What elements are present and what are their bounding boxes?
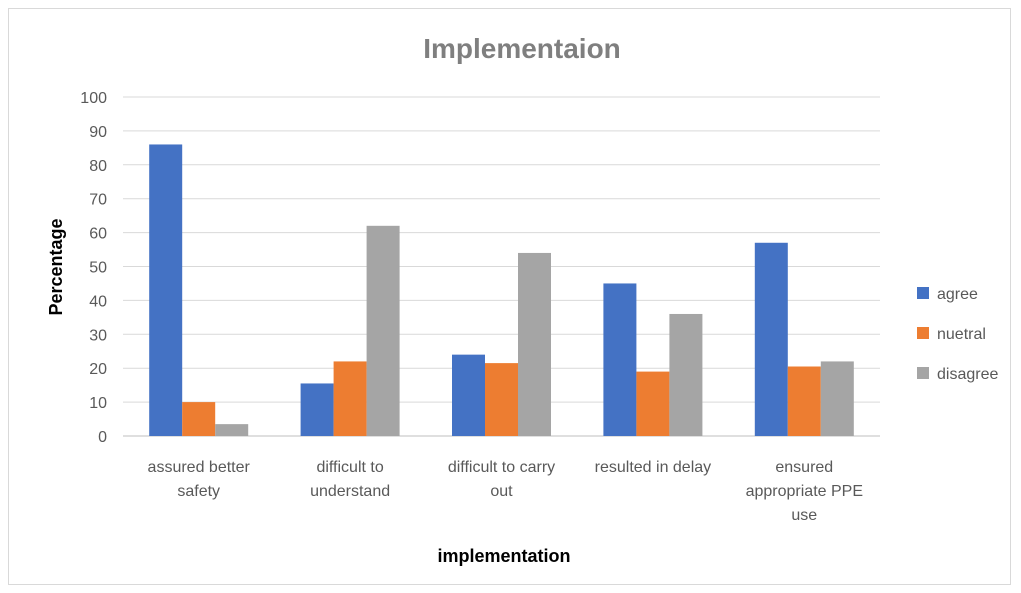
- bar-agree: [452, 354, 485, 436]
- x-tick-label: understand: [310, 483, 390, 500]
- bar-nuetral: [333, 361, 367, 436]
- legend-swatch-nuetral: [917, 327, 929, 339]
- bar-nuetral: [485, 363, 518, 436]
- bar-nuetral: [787, 366, 821, 436]
- gridlines: [123, 96, 880, 437]
- y-tick-label: 90: [89, 124, 107, 141]
- y-tick-label: 10: [89, 395, 107, 412]
- legend: agree nuetral disagree: [917, 286, 998, 383]
- bar-agree: [754, 242, 788, 436]
- bar-disagree: [215, 424, 249, 436]
- x-tick-label: resulted in delay: [595, 459, 712, 476]
- y-tick-label: 40: [89, 293, 107, 310]
- bar-nuetral: [636, 371, 670, 436]
- legend-label-agree: agree: [937, 286, 978, 303]
- y-tick-label: 70: [89, 192, 107, 209]
- y-tick-labels: 0 10 20 30 40 50 60 70 80 90 100: [80, 90, 107, 446]
- y-tick-label: 80: [89, 158, 107, 175]
- y-tick-label: 100: [80, 90, 107, 107]
- bar-disagree: [820, 361, 854, 436]
- bar-disagree: [518, 252, 551, 436]
- bars: [149, 144, 854, 436]
- bar-agree: [300, 383, 334, 436]
- y-tick-label: 0: [98, 429, 107, 446]
- x-tick-label: use: [791, 507, 817, 524]
- bar-disagree: [366, 225, 400, 436]
- y-tick-label: 50: [89, 260, 107, 277]
- x-tick-label: ensured: [775, 459, 833, 476]
- x-tick-label: assured better: [148, 459, 251, 476]
- bar-disagree: [669, 313, 703, 436]
- legend-swatch-agree: [917, 287, 929, 299]
- x-tick-label: out: [490, 483, 513, 500]
- x-tick-labels: assured better safety difficult to understa…: [148, 459, 863, 524]
- legend-label-disagree: disagree: [937, 366, 998, 383]
- x-tick-label: appropriate PPE: [746, 483, 863, 500]
- legend-swatch-disagree: [917, 367, 929, 379]
- bar-nuetral: [182, 402, 216, 436]
- x-tick-label: safety: [177, 483, 220, 500]
- legend-label-nuetral: nuetral: [937, 326, 986, 343]
- bar-agree: [603, 283, 637, 436]
- y-axis-title: Percentage: [46, 218, 66, 315]
- x-tick-label: difficult to: [316, 459, 383, 476]
- y-tick-label: 30: [89, 327, 107, 344]
- x-axis-title: implementation: [437, 546, 570, 566]
- bar-agree: [149, 144, 183, 436]
- x-tick-label: difficult to carry: [448, 459, 555, 476]
- y-tick-label: 60: [89, 226, 107, 243]
- chart-title: Implementaion: [423, 33, 621, 64]
- y-tick-label: 20: [89, 361, 107, 378]
